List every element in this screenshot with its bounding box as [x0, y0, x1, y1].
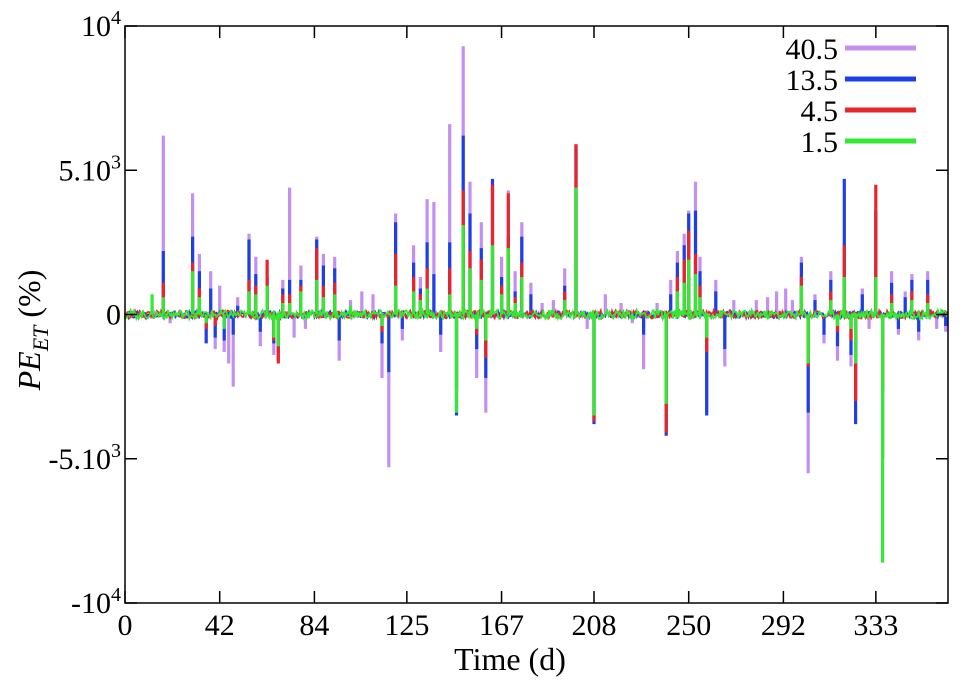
y-tick-label: -5.103 — [49, 440, 122, 476]
legend-label: 1.5 — [801, 126, 839, 159]
legend-label: 40.5 — [786, 33, 839, 66]
x-axis-title: Time (d) — [454, 641, 566, 677]
y-axis-title: PEET (%) — [11, 270, 53, 392]
y-tick-label: 104 — [81, 7, 121, 43]
series-layer — [124, 46, 949, 563]
series-1_5 — [124, 187, 949, 563]
y-tick-label: 0 — [106, 299, 121, 332]
x-tick-label: 333 — [853, 609, 898, 642]
legend-item: 40.5 — [786, 33, 916, 66]
y-axis-title-subscript: ET — [28, 324, 53, 352]
y-axis-title-tail: (%) — [11, 270, 47, 326]
x-tick-label: 84 — [299, 609, 329, 642]
x-tick-label: 42 — [205, 609, 235, 642]
legend-item: 1.5 — [801, 126, 916, 159]
x-tick-label: 125 — [384, 609, 429, 642]
x-tick-label: 167 — [479, 609, 524, 642]
x-tick-label: 208 — [571, 609, 616, 642]
ticks-layer: 0 42 84 125 167 208 250 292 333 104 5.103 0 -5.103 -1… — [49, 7, 948, 642]
x-tick-label: 0 — [118, 609, 133, 642]
y-tick-label: -104 — [71, 584, 121, 620]
x-tick-label: 250 — [666, 609, 711, 642]
legend-label: 13.5 — [786, 64, 839, 97]
legend-item: 4.5 — [801, 95, 916, 128]
x-tick-label: 292 — [761, 609, 806, 642]
legend: 40.513.54.51.5 — [786, 33, 916, 159]
legend-label: 4.5 — [801, 95, 839, 128]
legend-item: 13.5 — [786, 64, 916, 97]
y-axis-title-main: PE — [11, 351, 47, 392]
series-baseline — [124, 306, 949, 323]
y-tick-label: 5.103 — [59, 151, 122, 187]
